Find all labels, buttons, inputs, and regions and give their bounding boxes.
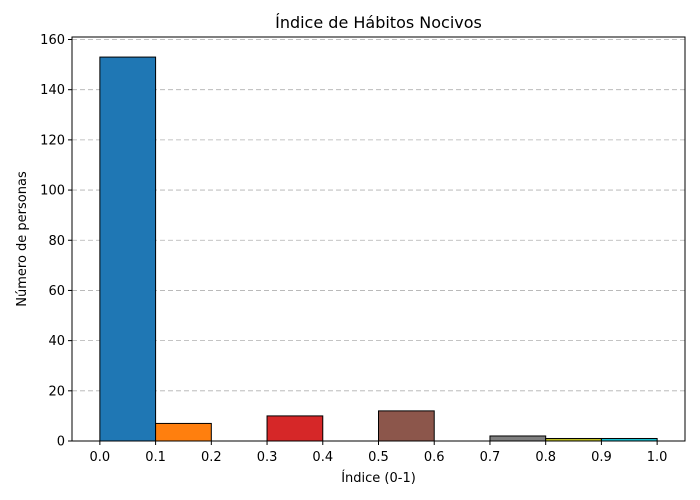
y-tick-label: 0 [57,435,65,450]
ticks-layer: 0 20 40 60 80 100 120 140 160 0.0 0.1 0.2 0.3 0.4 0.5 0… [40,33,667,465]
chart-title: Índice de Hábitos Nocivos [275,13,482,32]
y-tick-label: 140 [40,83,65,98]
y-tick-label: 80 [48,234,65,249]
bars-layer [99,56,658,442]
y-tick-label: 100 [40,184,65,199]
x-tick-label: 1.0 [647,450,668,465]
y-tick-label: 120 [40,133,65,148]
x-tick-label: 0.1 [145,450,166,465]
y-tick-label: 60 [48,284,65,299]
y-tick-label: 40 [48,334,65,349]
x-tick-label: 0.5 [368,450,389,465]
x-tick-label: 0.8 [535,450,556,465]
x-tick-label: 0.9 [591,450,612,465]
histogram-bar [155,422,212,442]
histogram-bar [489,435,547,442]
y-tick-label: 160 [40,33,65,48]
x-tick-label: 0.3 [257,450,278,465]
histogram-bar [266,415,324,442]
x-tick-label: 0.7 [480,450,501,465]
histogram-bar [378,410,435,442]
x-axis-label: Índice (0-1) [341,470,416,486]
x-tick-label: 0.0 [90,450,111,465]
y-tick-label: 20 [48,384,65,399]
x-tick-label: 0.6 [424,450,445,465]
x-tick-label: 0.2 [201,450,222,465]
histogram-bar [99,56,157,442]
x-tick-label: 0.4 [312,450,333,465]
y-axis-label: Número de personas [15,171,30,307]
